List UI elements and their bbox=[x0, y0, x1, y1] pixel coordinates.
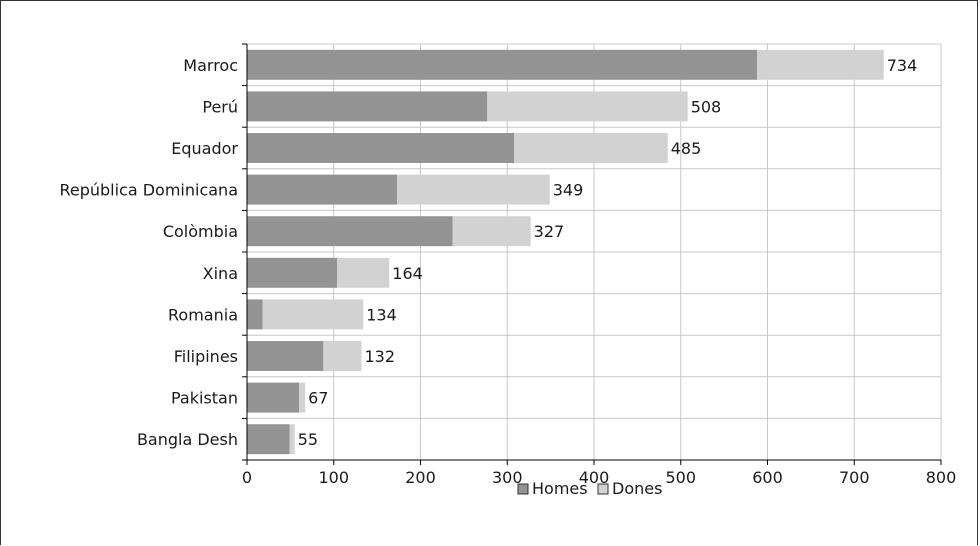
category-label: Pakistan bbox=[171, 389, 238, 408]
value-label: 55 bbox=[298, 430, 318, 449]
legend-swatch-homes bbox=[517, 483, 529, 495]
category-label: Filipines bbox=[174, 347, 238, 366]
bar-segment-homes bbox=[247, 341, 324, 371]
bar-segment-dones bbox=[514, 133, 668, 163]
x-tick-label: 300 bbox=[492, 468, 523, 487]
x-tick-label: 800 bbox=[926, 468, 957, 487]
value-label: 132 bbox=[365, 347, 396, 366]
value-label: 134 bbox=[366, 305, 397, 324]
bar-segment-dones bbox=[337, 257, 390, 288]
x-tick-label: 100 bbox=[318, 468, 349, 487]
legend: Homes Dones bbox=[517, 479, 662, 498]
category-label: Perú bbox=[202, 97, 238, 116]
bar-segment-homes bbox=[247, 133, 515, 163]
value-labels: 734 508 485 349 327 164 134 132 67 55 bbox=[298, 56, 918, 449]
category-labels: Marroc Perú Equador República Dominicana Col… bbox=[59, 56, 238, 449]
x-tick-label: 600 bbox=[752, 468, 783, 487]
x-tick-label: 500 bbox=[665, 468, 696, 487]
x-tick-label: 200 bbox=[405, 468, 436, 487]
value-label: 164 bbox=[392, 264, 423, 283]
axes bbox=[242, 43, 942, 465]
category-label: Romania bbox=[168, 305, 238, 324]
legend-label-homes: Homes bbox=[532, 479, 588, 498]
bar-segment-homes bbox=[247, 91, 488, 122]
bar-segment-homes bbox=[247, 382, 300, 413]
bar-segment-dones bbox=[299, 382, 306, 413]
x-tick-label: 0 bbox=[242, 468, 252, 487]
bar-segment-dones bbox=[487, 91, 688, 122]
value-label: 349 bbox=[553, 181, 584, 200]
category-label: Xina bbox=[203, 264, 238, 283]
legend-swatch-dones bbox=[597, 483, 609, 495]
bar-segment-homes bbox=[247, 49, 758, 80]
value-label: 508 bbox=[691, 97, 722, 116]
bar-segment-dones bbox=[757, 49, 884, 80]
value-label: 327 bbox=[534, 222, 565, 241]
bar-segment-homes bbox=[247, 174, 398, 205]
bar-segment-homes bbox=[247, 216, 453, 247]
category-label: Bangla Desh bbox=[137, 430, 238, 449]
bar-segment-dones bbox=[262, 299, 364, 330]
bar-segment-dones bbox=[452, 216, 531, 247]
category-label: Marroc bbox=[183, 56, 238, 75]
x-tick-label: 700 bbox=[839, 468, 870, 487]
bar-segment-dones bbox=[323, 341, 362, 371]
value-label: 734 bbox=[887, 56, 918, 75]
x-tick-labels: 0 100 200 300 400 500 600 700 800 bbox=[242, 468, 956, 487]
value-label: 485 bbox=[671, 139, 702, 158]
bar-segment-dones bbox=[289, 424, 295, 455]
category-label: Colòmbia bbox=[163, 222, 238, 241]
bars bbox=[247, 49, 884, 455]
category-label: Equador bbox=[171, 139, 238, 158]
bar-segment-homes bbox=[247, 257, 338, 288]
x-tick-label: 400 bbox=[579, 468, 610, 487]
bar-segment-homes bbox=[247, 424, 290, 455]
value-label: 67 bbox=[308, 389, 328, 408]
gridlines bbox=[247, 43, 942, 461]
legend-label-dones: Dones bbox=[612, 479, 662, 498]
bar-segment-homes bbox=[247, 299, 263, 330]
category-label: República Dominicana bbox=[59, 181, 238, 200]
bar-segment-dones bbox=[397, 174, 550, 205]
